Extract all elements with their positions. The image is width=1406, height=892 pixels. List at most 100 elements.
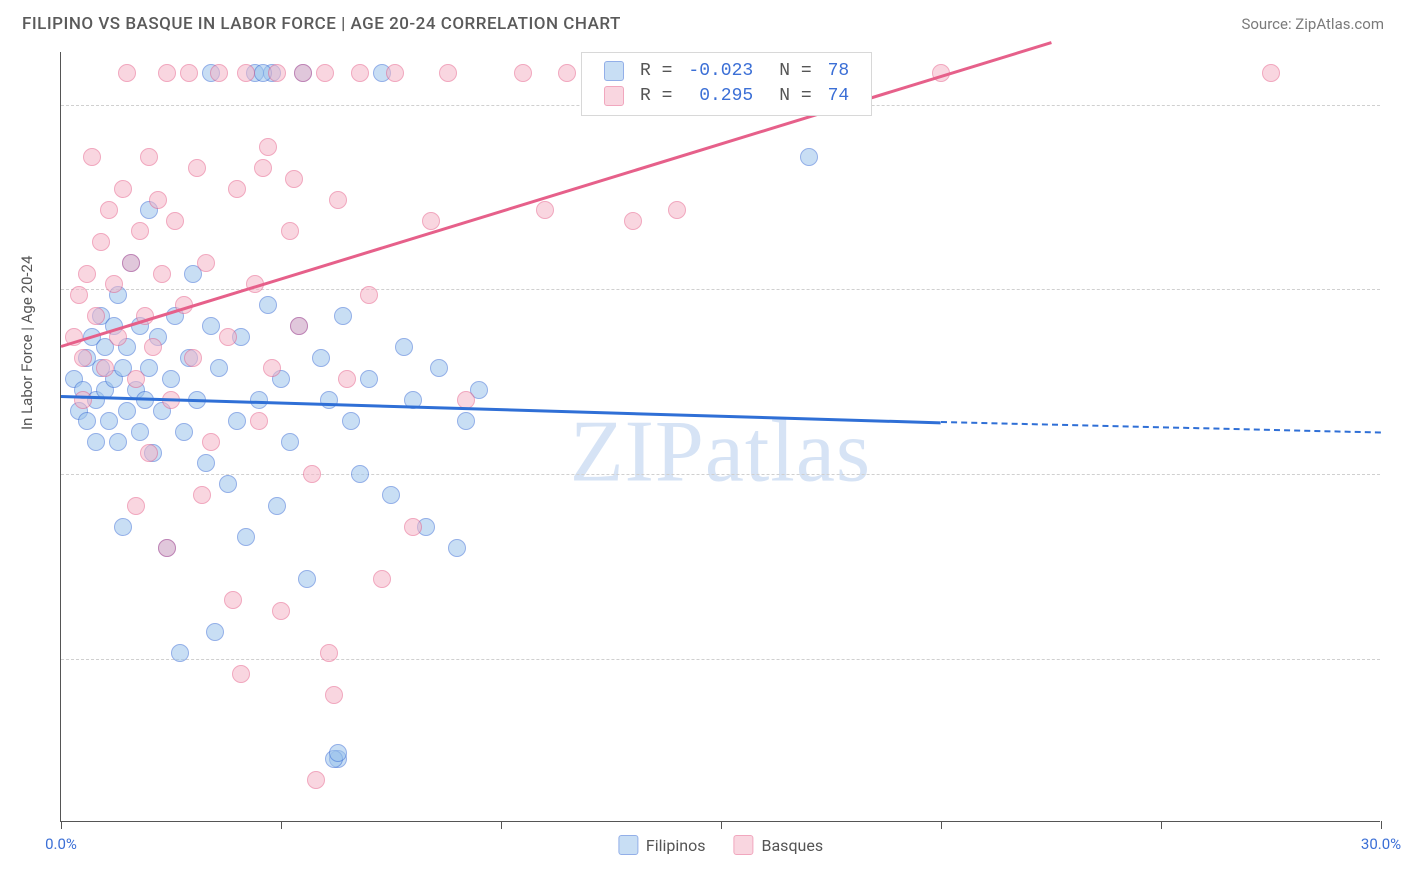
- scatter-point: [342, 412, 360, 430]
- stat-n-value: 78: [820, 59, 858, 84]
- scatter-point: [127, 497, 145, 515]
- series-legend: Filipinos Basques: [618, 835, 823, 855]
- scatter-point: [536, 201, 554, 219]
- scatter-point: [351, 465, 369, 483]
- scatter-chart: ZIPatlas 47.5%82.5%0.0%30.0%R =-0.023N =…: [60, 52, 1380, 822]
- scatter-point: [219, 475, 237, 493]
- trend-line: [61, 42, 1052, 349]
- scatter-point: [237, 64, 255, 82]
- scatter-point: [320, 644, 338, 662]
- x-tick: [721, 821, 722, 829]
- scatter-point: [329, 744, 347, 762]
- scatter-point: [202, 433, 220, 451]
- scatter-point: [188, 159, 206, 177]
- scatter-point: [1262, 64, 1280, 82]
- y-axis-label: In Labor Force | Age 20-24: [18, 256, 36, 430]
- scatter-point: [250, 412, 268, 430]
- scatter-point: [457, 412, 475, 430]
- scatter-point: [439, 64, 457, 82]
- scatter-point: [422, 212, 440, 230]
- x-tick: [61, 821, 62, 829]
- x-tick: [281, 821, 282, 829]
- scatter-point: [668, 201, 686, 219]
- scatter-point: [114, 180, 132, 198]
- scatter-point: [162, 370, 180, 388]
- grid-line: [61, 474, 1380, 475]
- stat-r-label: R =: [632, 84, 680, 109]
- chart-title: FILIPINO VS BASQUE IN LABOR FORCE | AGE …: [22, 14, 621, 34]
- scatter-point: [224, 591, 242, 609]
- scatter-point: [303, 465, 321, 483]
- scatter-point: [210, 64, 228, 82]
- scatter-point: [312, 349, 330, 367]
- scatter-point: [254, 159, 272, 177]
- scatter-point: [281, 222, 299, 240]
- legend-item: Filipinos: [618, 835, 706, 855]
- trend-line: [61, 395, 941, 424]
- legend-item: Basques: [734, 835, 824, 855]
- stat-n-label: N =: [761, 84, 819, 109]
- scatter-point: [281, 433, 299, 451]
- scatter-point: [122, 254, 140, 272]
- scatter-point: [144, 338, 162, 356]
- scatter-point: [268, 64, 286, 82]
- scatter-point: [78, 265, 96, 283]
- scatter-point: [127, 370, 145, 388]
- stat-r-value: -0.023: [680, 59, 761, 84]
- scatter-point: [78, 412, 96, 430]
- scatter-point: [74, 391, 92, 409]
- legend-label: Basques: [762, 836, 824, 855]
- scatter-point: [320, 391, 338, 409]
- scatter-point: [202, 317, 220, 335]
- scatter-point: [180, 64, 198, 82]
- legend-swatch: [618, 835, 638, 855]
- scatter-point: [206, 623, 224, 641]
- scatter-point: [386, 64, 404, 82]
- x-tick-label: 30.0%: [1361, 835, 1401, 853]
- x-tick: [1161, 821, 1162, 829]
- scatter-point: [100, 412, 118, 430]
- scatter-point: [558, 64, 576, 82]
- scatter-point: [184, 349, 202, 367]
- scatter-point: [325, 686, 343, 704]
- legend-swatch: [604, 61, 624, 81]
- x-tick: [501, 821, 502, 829]
- x-tick: [941, 821, 942, 829]
- scatter-point: [87, 433, 105, 451]
- scatter-point: [197, 254, 215, 272]
- scatter-point: [290, 317, 308, 335]
- scatter-point: [259, 138, 277, 156]
- scatter-point: [404, 518, 422, 536]
- scatter-point: [800, 148, 818, 166]
- scatter-point: [373, 570, 391, 588]
- stat-n-label: N =: [761, 59, 819, 84]
- scatter-point: [624, 212, 642, 230]
- scatter-point: [109, 433, 127, 451]
- scatter-point: [316, 64, 334, 82]
- stats-legend: R =-0.023N =78R =0.295N =74: [581, 52, 872, 116]
- scatter-point: [70, 286, 88, 304]
- legend-swatch: [604, 86, 624, 106]
- scatter-point: [153, 265, 171, 283]
- scatter-point: [294, 64, 312, 82]
- legend-swatch: [734, 835, 754, 855]
- scatter-point: [210, 359, 228, 377]
- scatter-point: [83, 148, 101, 166]
- scatter-point: [131, 222, 149, 240]
- legend-label: Filipinos: [646, 836, 706, 855]
- scatter-point: [395, 338, 413, 356]
- scatter-point: [140, 148, 158, 166]
- scatter-point: [140, 444, 158, 462]
- scatter-point: [175, 423, 193, 441]
- scatter-point: [158, 64, 176, 82]
- scatter-point: [118, 402, 136, 420]
- scatter-point: [92, 233, 110, 251]
- x-tick: [1381, 821, 1382, 829]
- scatter-point: [219, 328, 237, 346]
- scatter-point: [105, 275, 123, 293]
- scatter-point: [149, 191, 167, 209]
- scatter-point: [448, 539, 466, 557]
- scatter-point: [351, 64, 369, 82]
- scatter-point: [272, 602, 290, 620]
- scatter-point: [430, 359, 448, 377]
